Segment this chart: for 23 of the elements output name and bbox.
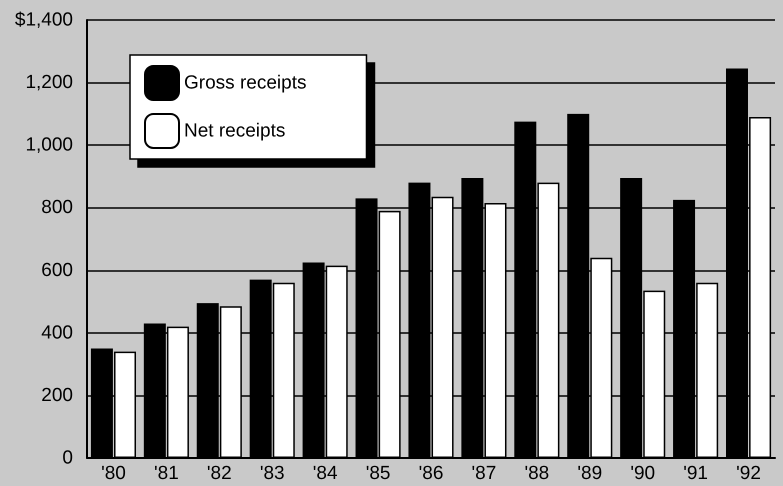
y-tick-label: 0 [62,448,73,468]
x-tick-label: '83 [260,463,285,484]
x-tick-label: '86 [418,463,444,484]
x-tick-label: '91 [683,463,708,484]
y-tick-label: $1,400 [14,10,73,30]
x-tick-label: '82 [206,463,232,484]
y-tick-label: 600 [41,260,73,281]
x-tick-label: '92 [736,463,761,484]
y-tick-label: 1,000 [25,134,73,156]
legend-label: Net receipts [184,120,286,142]
x-tick-label: '85 [366,463,390,484]
legend-label: Gross receipts [184,72,306,94]
x-tick-label: '80 [101,463,126,484]
x-tick-label: '89 [577,463,602,484]
x-tick-label: '90 [630,463,656,484]
x-tick-label: '88 [524,463,550,484]
y-tick-label: 1,200 [25,72,73,94]
x-tick-label: '87 [472,463,496,484]
y-tick-label: 200 [41,384,73,406]
y-tick-label: 400 [41,322,73,344]
x-tick-label: '84 [312,463,338,484]
y-tick-label: 800 [41,197,73,218]
x-tick-label: '81 [154,463,179,484]
